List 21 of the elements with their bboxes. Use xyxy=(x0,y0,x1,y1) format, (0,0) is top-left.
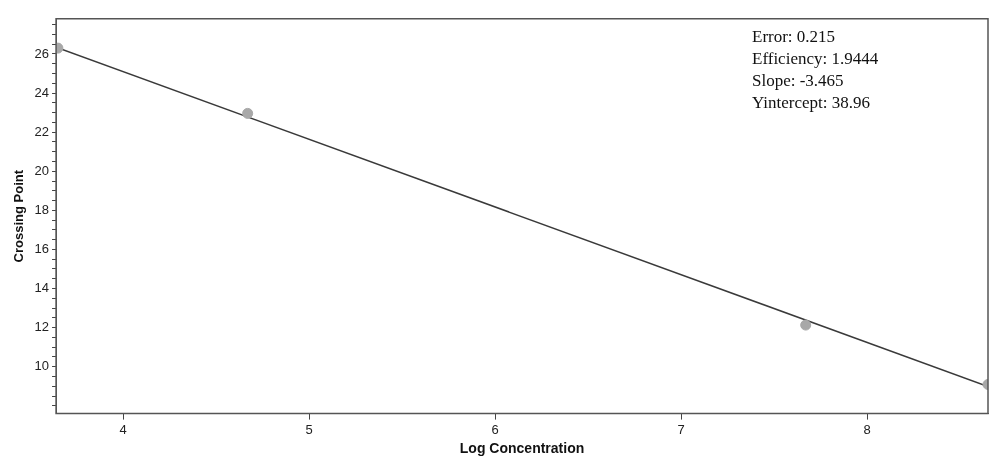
annotation: Error: 0.215 xyxy=(752,26,836,46)
y-tick-label: 26 xyxy=(34,45,50,61)
y-tick-label: 20 xyxy=(34,162,50,178)
annotation: Yintercept: 38.96 xyxy=(752,92,871,112)
y-axis-title: Crossing Point xyxy=(11,169,27,263)
x-axis-title: Log Concentration xyxy=(459,440,585,457)
annotation: Slope: -3.465 xyxy=(752,70,844,90)
x-tick-label: 8 xyxy=(863,421,871,437)
x-tick-label: 4 xyxy=(119,421,127,437)
y-tick-label: 18 xyxy=(34,201,50,217)
y-tick-label: 22 xyxy=(34,123,50,139)
x-tick-label: 7 xyxy=(677,421,685,437)
y-tick-label: 10 xyxy=(34,358,50,374)
point xyxy=(242,107,254,119)
y-tick-label: 24 xyxy=(34,84,50,100)
y-tick-label: 16 xyxy=(34,241,50,256)
x-tick-label: 5 xyxy=(305,421,313,437)
annotation: Efficiency: 1.9444 xyxy=(752,48,879,68)
y-tick-label: 14 xyxy=(34,280,50,296)
y-tick-label: 12 xyxy=(34,319,50,335)
x-tick-label: 6 xyxy=(491,421,499,437)
